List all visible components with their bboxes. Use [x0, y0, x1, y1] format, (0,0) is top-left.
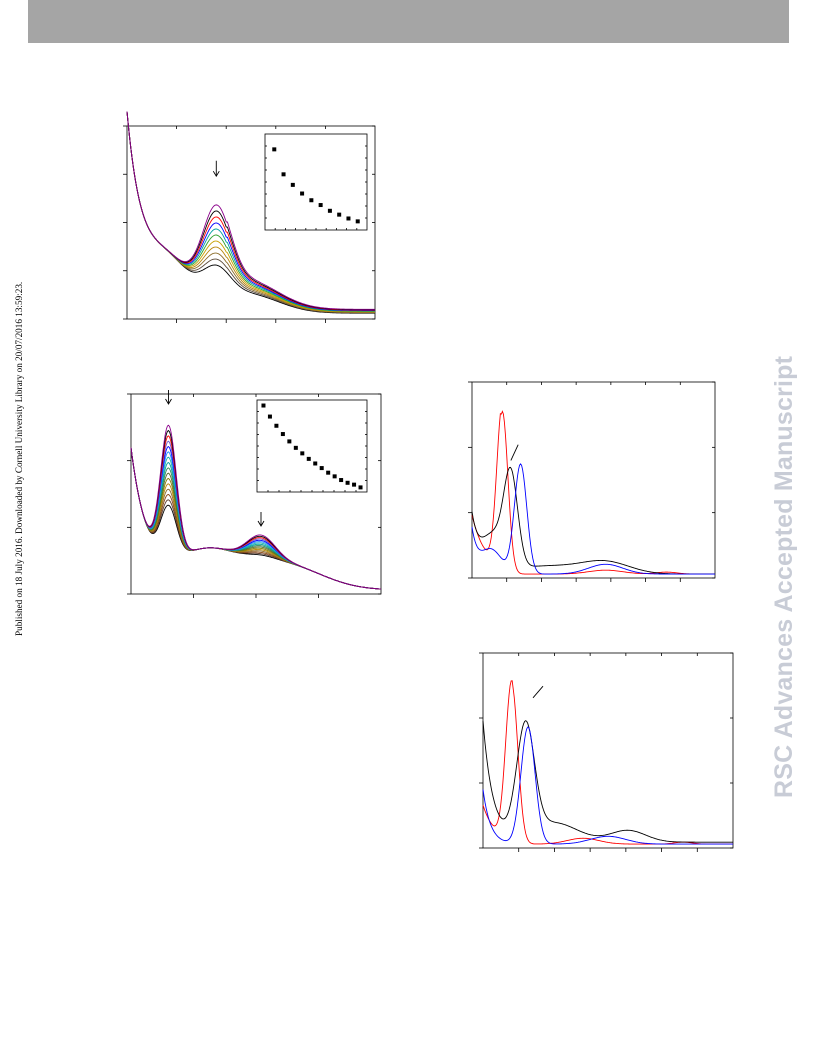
panel-c-pointer: [510, 444, 519, 461]
panel-b-series-line: [130, 429, 382, 590]
publication-note: Published on 18 July 2016. Downloaded by…: [14, 281, 24, 636]
panel-a-series-line: [126, 111, 375, 311]
panel-a-series-line: [126, 111, 375, 313]
panel-a-inset-point: [290, 182, 295, 187]
header-bar: [28, 0, 789, 43]
panel-b-arrow-head: [165, 398, 172, 405]
panel-b-inset-point: [332, 474, 337, 479]
panel-a-series-line: [126, 111, 375, 311]
panel-b-series-line: [130, 447, 382, 590]
panel-b-inset-point: [261, 403, 266, 408]
panel-b-frame: [130, 393, 382, 595]
panel-c-frame: [471, 381, 716, 579]
panel-b-series-line: [130, 447, 382, 590]
panel-a-inset-point: [281, 172, 286, 177]
panel-b-inset-point: [345, 480, 350, 485]
panel-b-inset-point: [267, 414, 272, 419]
panel-d-series-line: [482, 720, 733, 843]
panel-b-series-line: [130, 447, 382, 590]
panel-b-inset-frame: [256, 399, 368, 493]
accepted-manuscript-watermark: RSC Advances Accepted Manuscript: [770, 355, 798, 798]
panel-b-series-line: [130, 447, 382, 590]
panel-a-inset-point: [318, 203, 323, 208]
panel-b-series-line: [130, 447, 382, 590]
chart-panel-b: [127, 390, 382, 598]
panel-b-inset-point: [339, 478, 344, 483]
chart-panel-d: [479, 652, 734, 852]
panel-a-inset-frame: [264, 133, 368, 231]
panel-a-inset-point: [309, 198, 314, 203]
chart-panel-c: [468, 381, 716, 582]
panel-c-series-line: [471, 410, 715, 575]
panel-b-series-line: [130, 447, 382, 590]
panel-b-inset-point: [306, 456, 311, 461]
panel-b-series-line: [130, 424, 382, 590]
panel-d-series-line: [482, 680, 733, 845]
panel-a-inset-point: [300, 191, 305, 196]
panel-b-series-line: [130, 435, 382, 590]
panel-c-series-line: [471, 463, 715, 575]
panel-b-inset-point: [352, 482, 357, 487]
panel-b-series-line: [130, 447, 382, 590]
panel-d-series-line: [482, 726, 733, 845]
panel-b-inset-point: [319, 466, 324, 471]
panel-b-inset-point: [326, 470, 331, 475]
panel-b-inset-point: [274, 423, 279, 428]
panel-a-inset-point: [272, 147, 277, 152]
panel-b-inset-point: [280, 432, 285, 437]
panel-b-series-line: [130, 440, 382, 590]
panel-b-inset-point: [358, 485, 363, 490]
panel-b-inset-point: [293, 445, 298, 450]
panel-a-inset-point: [355, 219, 360, 224]
panel-b-arrow-head: [257, 520, 265, 527]
panel-b-inset-point: [313, 461, 318, 466]
panel-b-inset-point: [300, 451, 305, 456]
panel-b-series-line: [130, 447, 382, 590]
panel-a-frame: [126, 125, 376, 320]
panel-b-series-line: [130, 447, 382, 590]
panel-a-arrow-head: [212, 170, 220, 178]
panel-b-series-line: [130, 447, 382, 590]
panel-a-inset-point: [346, 216, 351, 221]
panel-a-series-line: [126, 111, 375, 310]
panel-b-inset-point: [287, 439, 292, 444]
chart-panel-a: [123, 111, 376, 323]
panel-b-series-line: [130, 447, 382, 590]
panel-d-pointer: [532, 685, 544, 699]
panel-d-frame: [482, 652, 734, 849]
panel-a-inset-point: [337, 212, 342, 217]
panel-a-inset-point: [327, 208, 332, 213]
